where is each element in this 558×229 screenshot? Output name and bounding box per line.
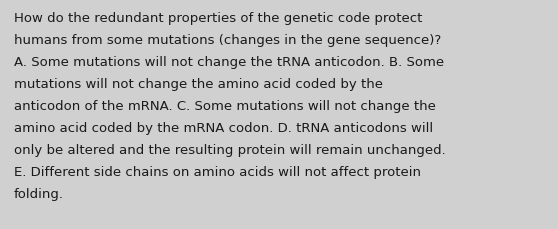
Text: E. Different side chains on amino acids will not affect protein: E. Different side chains on amino acids … [14, 165, 421, 178]
Text: only be altered and the resulting protein will remain unchanged.: only be altered and the resulting protei… [14, 143, 446, 156]
Text: mutations will not change the amino acid coded by the: mutations will not change the amino acid… [14, 78, 383, 91]
Text: A. Some mutations will not change the tRNA anticodon. B. Some: A. Some mutations will not change the tR… [14, 56, 444, 69]
Text: humans from some mutations (changes in the gene sequence)?: humans from some mutations (changes in t… [14, 34, 441, 47]
Text: How do the redundant properties of the genetic code protect: How do the redundant properties of the g… [14, 12, 422, 25]
Text: amino acid coded by the mRNA codon. D. tRNA anticodons will: amino acid coded by the mRNA codon. D. t… [14, 121, 433, 134]
Text: anticodon of the mRNA. C. Some mutations will not change the: anticodon of the mRNA. C. Some mutations… [14, 100, 436, 112]
Text: folding.: folding. [14, 187, 64, 200]
